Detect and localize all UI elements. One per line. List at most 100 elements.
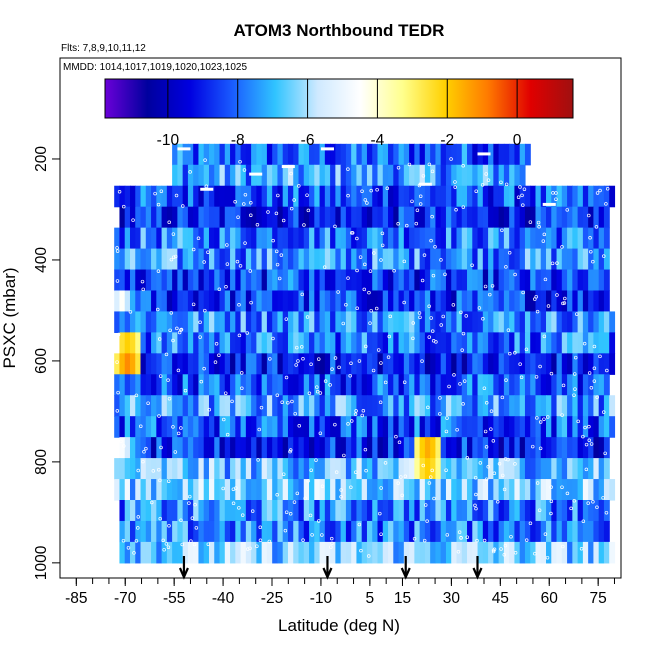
heatmap-cell — [388, 458, 394, 480]
heatmap-cell — [493, 290, 500, 313]
sample-point — [198, 320, 202, 325]
heatmap-cell — [572, 500, 579, 522]
sample-point — [115, 279, 120, 283]
sample-point — [461, 164, 465, 168]
heatmap-cell — [403, 541, 410, 564]
heatmap-cell — [361, 541, 368, 564]
sample-point — [582, 341, 587, 346]
sample-point — [513, 462, 517, 466]
heatmap-cell — [414, 269, 421, 292]
heatmap-cell — [340, 227, 347, 250]
heatmap-cell — [572, 185, 579, 208]
heatmap-cell — [224, 248, 231, 271]
sample-point — [224, 285, 228, 289]
heatmap-cell — [366, 248, 373, 271]
heatmap-cell — [124, 353, 131, 375]
heatmap-cell — [277, 248, 284, 271]
sample-point — [522, 187, 527, 191]
heatmap-cell — [519, 227, 526, 250]
heatmap-cell — [535, 290, 542, 313]
heatmap-cell — [166, 332, 173, 354]
heatmap-cell — [445, 290, 452, 313]
sample-point — [360, 413, 364, 418]
sample-point — [330, 367, 334, 371]
heatmap-cell — [309, 143, 315, 166]
heatmap-cell — [345, 206, 352, 229]
sample-point — [513, 272, 517, 277]
sample-point — [179, 426, 183, 430]
heatmap-cell — [298, 332, 305, 354]
heatmap-cell — [556, 311, 563, 333]
heatmap-cell — [172, 185, 178, 208]
heatmap-cell — [419, 437, 426, 459]
heatmap-cell — [208, 541, 215, 564]
heatmap-cell — [456, 227, 463, 250]
heatmap-cell — [493, 374, 500, 396]
heatmap-cell — [335, 269, 342, 292]
sample-point — [595, 191, 600, 195]
heatmap-cell — [377, 437, 384, 459]
heatmap-cell — [219, 353, 226, 375]
heatmap-cell — [240, 143, 247, 166]
heatmap-cell — [282, 290, 289, 313]
heatmap-cell — [582, 479, 589, 501]
sample-point — [545, 555, 550, 560]
sample-point — [310, 533, 314, 537]
heatmap-cell — [256, 290, 263, 313]
heatmap-cell — [561, 185, 568, 208]
sample-point — [545, 167, 550, 171]
heatmap-cell — [282, 374, 289, 396]
heatmap-cell — [498, 374, 505, 396]
heatmap-cell — [451, 332, 458, 354]
heatmap-cell — [403, 164, 410, 187]
heatmap-cell — [351, 395, 358, 417]
heatmap-cell — [319, 227, 326, 250]
sample-point — [535, 481, 540, 485]
heatmap-cell — [198, 541, 205, 564]
sample-point — [115, 509, 119, 514]
heatmap-cell — [603, 374, 610, 396]
heatmap-cell — [546, 353, 552, 375]
sample-point — [481, 317, 485, 321]
heatmap-cell — [214, 520, 221, 543]
sample-point — [286, 400, 290, 405]
heatmap-cell — [440, 479, 447, 501]
heatmap-cell — [314, 290, 321, 313]
heatmap-cell — [266, 332, 273, 354]
heatmap-cell — [603, 395, 610, 417]
heatmap-cell — [182, 185, 189, 208]
heatmap-cell — [203, 353, 210, 375]
heatmap-cell — [351, 206, 358, 229]
sample-point — [295, 491, 300, 496]
heatmap-cell — [319, 374, 326, 396]
heatmap-cell — [603, 479, 610, 501]
heatmap-cell — [335, 520, 342, 543]
heatmap-cell — [351, 290, 358, 313]
heatmap-cell — [535, 353, 542, 375]
heatmap-cell — [208, 185, 215, 208]
heatmap-cell — [393, 290, 400, 313]
sample-point — [473, 475, 478, 480]
colorbar-tick-label: -10 — [157, 132, 180, 149]
sample-point — [367, 554, 371, 558]
heatmap-cell — [372, 479, 379, 501]
heatmap-cell — [277, 353, 284, 375]
heatmap-cell — [461, 479, 468, 501]
heatmap-cell — [172, 311, 178, 333]
heatmap-cell — [293, 479, 300, 501]
heatmap-cell — [530, 479, 537, 501]
heatmap-cell — [224, 269, 231, 292]
heatmap-cell — [256, 458, 263, 480]
heatmap-cell — [245, 374, 252, 396]
sample-point — [156, 202, 161, 207]
heatmap-cell — [440, 500, 447, 522]
heatmap-cell — [593, 374, 600, 396]
heatmap-cell — [388, 541, 394, 564]
heatmap-cell — [324, 227, 331, 250]
sample-point — [348, 373, 352, 378]
sample-point — [115, 409, 120, 413]
heatmap-cell — [256, 248, 263, 271]
heatmap-cell — [451, 311, 458, 333]
heatmap-cell — [356, 290, 363, 313]
heatmap-cell — [535, 437, 542, 459]
